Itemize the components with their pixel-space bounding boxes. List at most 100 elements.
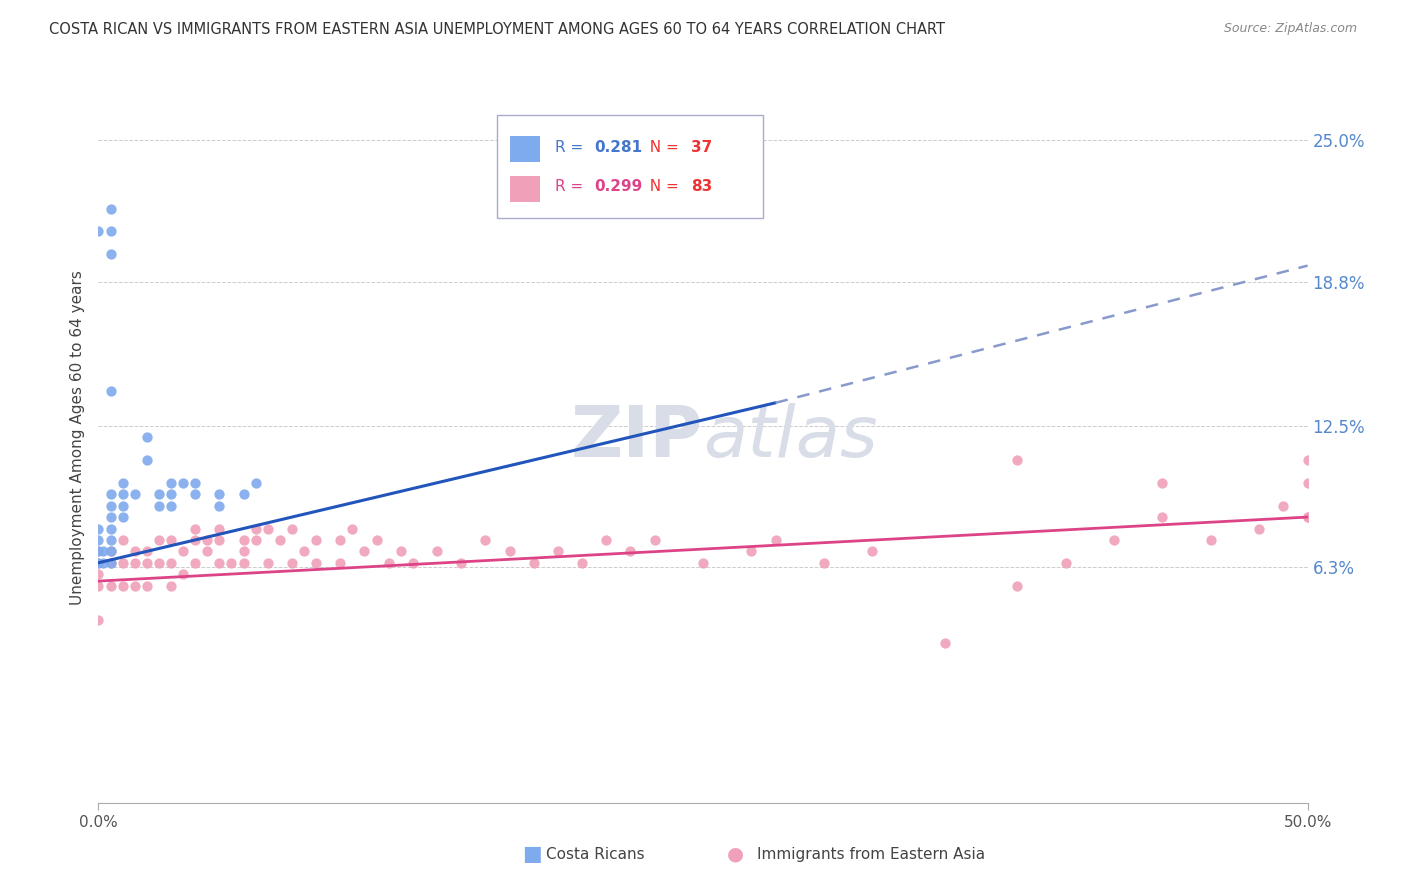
Point [1296,510,1319,524]
Point [87,556,110,570]
Point [91,544,114,558]
Point [100,224,122,238]
Point [245,533,267,547]
Point [305,533,328,547]
Point [366,533,388,547]
Point [934,636,956,650]
Point [184,475,207,490]
Point [100,521,122,535]
Point [208,533,231,547]
Point [87,533,110,547]
Point [232,533,254,547]
Point [100,579,122,593]
Point [292,544,315,558]
Point [135,556,157,570]
FancyBboxPatch shape [509,176,540,202]
Text: COSTA RICAN VS IMMIGRANTS FROM EASTERN ASIA UNEMPLOYMENT AMONG AGES 60 TO 64 YEA: COSTA RICAN VS IMMIGRANTS FROM EASTERN A… [49,22,945,37]
Point [547,544,569,558]
Point [124,487,146,501]
Point [160,487,183,501]
Point [1007,579,1029,593]
Point [184,487,207,501]
Point [353,544,375,558]
Point [1054,556,1077,570]
Point [195,533,218,547]
Point [160,499,183,513]
Point [160,556,183,570]
Point [100,247,122,261]
Text: ●: ● [727,845,744,863]
Point [692,556,714,570]
Point [426,544,449,558]
Point [91,556,114,570]
Point [148,556,170,570]
Point [523,556,546,570]
Text: atlas: atlas [703,402,877,472]
Point [87,521,110,535]
Point [111,499,134,513]
Point [111,556,134,570]
Point [87,613,110,627]
Point [148,499,170,513]
Point [571,556,593,570]
Point [1007,453,1029,467]
Text: R =: R = [555,178,589,194]
Point [1249,521,1271,535]
Point [377,556,399,570]
Point [87,567,110,582]
Point [87,579,110,593]
Point [172,544,194,558]
Point [765,533,787,547]
Point [184,521,207,535]
Point [232,556,254,570]
Point [498,544,520,558]
Point [160,475,183,490]
Point [100,533,122,547]
Point [111,510,134,524]
Point [208,521,231,535]
Point [135,544,157,558]
Text: 0.299: 0.299 [595,178,643,194]
Point [245,475,267,490]
Point [221,556,243,570]
Point [111,579,134,593]
Point [813,556,835,570]
Point [232,487,254,501]
Text: 83: 83 [690,178,713,194]
FancyBboxPatch shape [509,136,540,162]
Point [281,521,304,535]
Point [281,556,304,570]
Point [148,487,170,501]
Point [619,544,641,558]
Point [172,475,194,490]
Point [389,544,412,558]
Point [1272,499,1295,513]
Text: Source: ZipAtlas.com: Source: ZipAtlas.com [1223,22,1357,36]
Point [124,579,146,593]
Point [208,556,231,570]
Point [124,544,146,558]
Point [256,521,278,535]
Point [402,556,425,570]
Point [329,533,352,547]
Point [100,202,122,216]
Point [208,499,231,513]
Point [87,544,110,558]
Text: 37: 37 [690,140,713,155]
Point [111,487,134,501]
Point [1296,510,1319,524]
Point [245,521,267,535]
Text: 0.281: 0.281 [595,140,643,155]
Point [100,544,122,558]
Text: ZIP: ZIP [571,402,703,472]
Point [1296,475,1319,490]
Point [100,384,122,399]
Point [100,556,122,570]
Point [100,544,122,558]
Point [148,533,170,547]
Point [644,533,666,547]
Point [269,533,291,547]
Point [860,544,883,558]
Point [111,475,134,490]
Point [160,579,183,593]
